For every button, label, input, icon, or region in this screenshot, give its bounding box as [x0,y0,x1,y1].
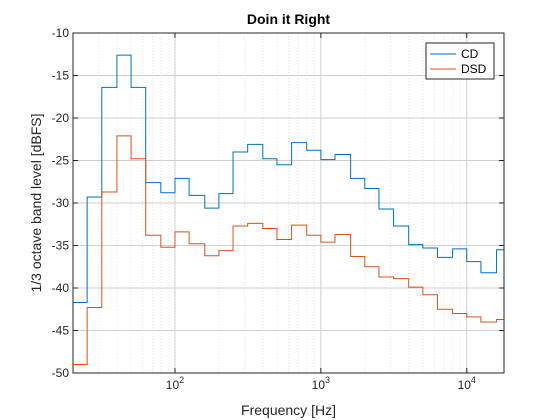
y-tick-label: -25 [52,154,70,168]
series-lines [73,54,504,365]
series-line-dsd [73,135,504,365]
chart-title: Doin it Right [247,11,331,27]
x-tick-label: 103 [312,375,330,392]
y-tick-label: -35 [52,239,70,253]
y-tick-label: -45 [52,324,70,338]
y-tick-label: -30 [52,196,70,210]
x-tick-label: 102 [166,375,184,392]
y-tick-label: -10 [52,26,70,40]
legend-label-dsd: DSD [461,62,487,76]
axis-ticks: -50 -45 -40 -35 -30 -25 -20 -15 -10 102 103 104 [52,26,504,392]
legend-box [425,42,495,80]
y-tick-label: -20 [52,111,70,125]
y-tick-label: -40 [52,281,70,295]
legend-label-cd: CD [461,47,479,61]
x-tick-label: 104 [458,375,476,392]
y-tick-label: -15 [52,69,70,83]
y-tick-label: -50 [52,366,70,380]
x-axis-label: Frequency [Hz] [241,402,336,418]
y-axis-label: 1/3 octave band level [dBFS] [28,114,44,293]
